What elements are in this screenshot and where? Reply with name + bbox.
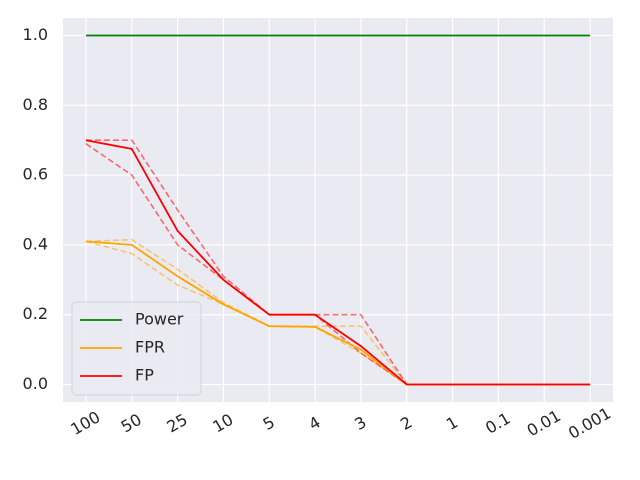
x-tick-label: 0.01 [524, 406, 564, 440]
fpr-band-lower [85, 240, 591, 386]
y-tick-label: 1.0 [23, 25, 48, 44]
x-tick-label: 5 [260, 412, 278, 434]
x-tick-label: 0.1 [482, 409, 514, 438]
x-tick-label: 1 [443, 412, 461, 434]
x-tick-label: 25 [164, 410, 191, 437]
legend-label-power: Power [135, 310, 184, 329]
legend-box [71, 301, 202, 396]
x-tick-label: 50 [118, 410, 145, 437]
y-tick-label: 0.2 [23, 304, 48, 323]
y-tick-label: 0.8 [23, 95, 48, 114]
y-tick-label: 0.6 [23, 165, 48, 184]
legend-label-fpr: FPR [135, 338, 165, 357]
x-tick-label: 4 [305, 412, 323, 434]
legend: Power FPR FP [71, 301, 202, 396]
y-tick-label: 0.0 [23, 374, 48, 393]
x-tick-label: 10 [209, 410, 236, 437]
series-line-fp [85, 139, 591, 386]
legend-label-fp: FP [135, 366, 154, 385]
x-tick-label: 2 [397, 412, 415, 434]
x-tick-label: 100 [67, 407, 103, 439]
y-tick-label: 0.4 [23, 234, 48, 253]
x-tick-label: 3 [351, 412, 369, 434]
x-tick-label: 0.001 [565, 403, 614, 442]
